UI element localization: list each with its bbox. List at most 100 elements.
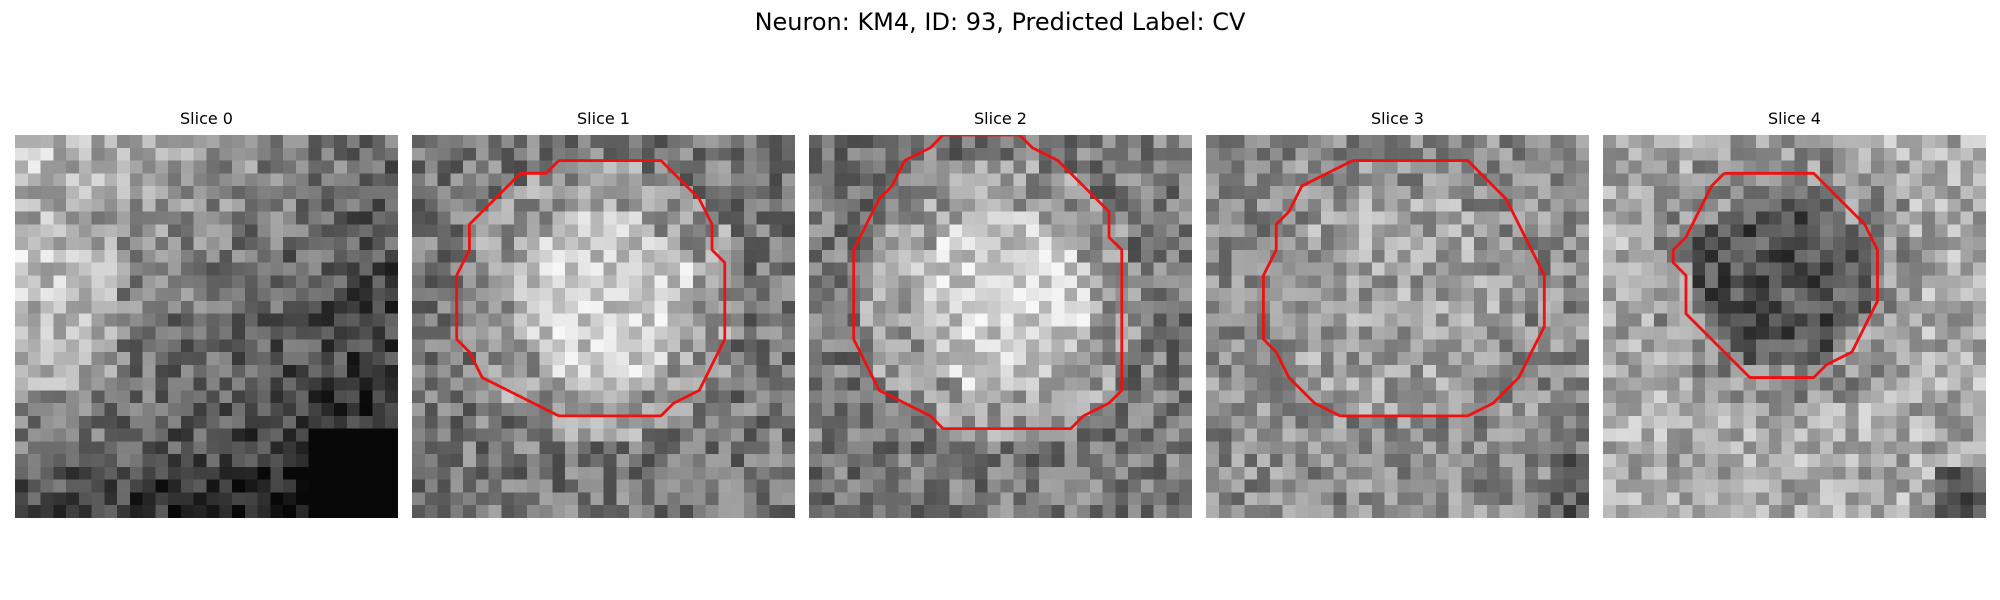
pixel (1474, 364, 1488, 378)
pixel (40, 441, 54, 455)
pixel (1845, 492, 1859, 506)
pixel (1717, 479, 1731, 493)
pixel (885, 262, 899, 276)
pixel (1934, 160, 1948, 174)
pixel (1909, 313, 1923, 327)
pixel (334, 300, 348, 314)
pixel (1845, 249, 1859, 263)
pixel (488, 237, 502, 251)
pixel (1641, 505, 1655, 518)
pixel (962, 492, 976, 506)
pixel (974, 224, 988, 238)
pixel (1499, 237, 1513, 251)
pixel (552, 135, 566, 149)
pixel (834, 198, 848, 212)
pixel (1179, 237, 1192, 251)
pixel (641, 160, 655, 174)
pixel (641, 224, 655, 238)
pixel (514, 403, 528, 417)
pixel (27, 186, 41, 200)
pixel (1295, 262, 1309, 276)
pixel (475, 428, 489, 442)
pixel (654, 262, 668, 276)
pixel (1858, 479, 1872, 493)
pixel (27, 364, 41, 378)
pixel (129, 377, 143, 391)
pixel (15, 211, 29, 225)
pixel (565, 415, 579, 429)
pixel (987, 428, 1001, 442)
pixel (475, 479, 489, 493)
pixel (1563, 441, 1577, 455)
pixel (1947, 364, 1961, 378)
pixel (1768, 377, 1782, 391)
pixel (539, 415, 553, 429)
pixel (872, 262, 886, 276)
pixel (1140, 403, 1154, 417)
pixel (885, 454, 899, 468)
pixel (514, 415, 528, 429)
pixel (552, 262, 566, 276)
pixel (1435, 186, 1449, 200)
pixel (834, 377, 848, 391)
pixel (641, 275, 655, 289)
pixel (66, 313, 80, 327)
pixel (1563, 479, 1577, 493)
pixel (1397, 288, 1411, 302)
pixel (756, 211, 770, 225)
pixel (372, 364, 386, 378)
pixel (860, 160, 874, 174)
pixel (705, 160, 719, 174)
pixel (847, 364, 861, 378)
pixel (1666, 300, 1680, 314)
pixel (385, 147, 398, 161)
pixel (1576, 211, 1589, 225)
pixel (1973, 505, 1986, 518)
pixel (53, 275, 67, 289)
pixel (1896, 326, 1910, 340)
pixel (27, 160, 41, 174)
pixel (372, 479, 386, 493)
pixel (1153, 415, 1167, 429)
pixel (1666, 466, 1680, 480)
pixel (1474, 377, 1488, 391)
pixel (1909, 135, 1923, 149)
pixel (359, 147, 373, 161)
pixel (1231, 173, 1245, 187)
pixel (1871, 313, 1885, 327)
pixel (1244, 186, 1258, 200)
pixel (1282, 466, 1296, 480)
pixel (514, 211, 528, 225)
pixel (501, 403, 515, 417)
pixel (155, 275, 169, 289)
pixel (834, 275, 848, 289)
pixel (1756, 313, 1770, 327)
pixel (731, 403, 745, 417)
pixel (385, 198, 398, 212)
pixel (1257, 186, 1271, 200)
pixel (1807, 390, 1821, 404)
pixel (1845, 466, 1859, 480)
pixel (1883, 275, 1897, 289)
pixel (1371, 377, 1385, 391)
pixel (412, 300, 426, 314)
pixel (1269, 364, 1283, 378)
pixel (1051, 211, 1065, 225)
pixel (1794, 313, 1808, 327)
pixel (437, 364, 451, 378)
pixel (1244, 198, 1258, 212)
pixel (860, 275, 874, 289)
pixel (488, 403, 502, 417)
pixel (731, 505, 745, 518)
pixel (1320, 275, 1334, 289)
pixel (244, 313, 258, 327)
pixel (705, 454, 719, 468)
pixel (1550, 262, 1564, 276)
pixel (514, 249, 528, 263)
pixel (654, 135, 668, 149)
pixel (1333, 466, 1347, 480)
pixel (552, 339, 566, 353)
pixel (1269, 186, 1283, 200)
pixel (283, 454, 297, 468)
pixel (232, 198, 246, 212)
